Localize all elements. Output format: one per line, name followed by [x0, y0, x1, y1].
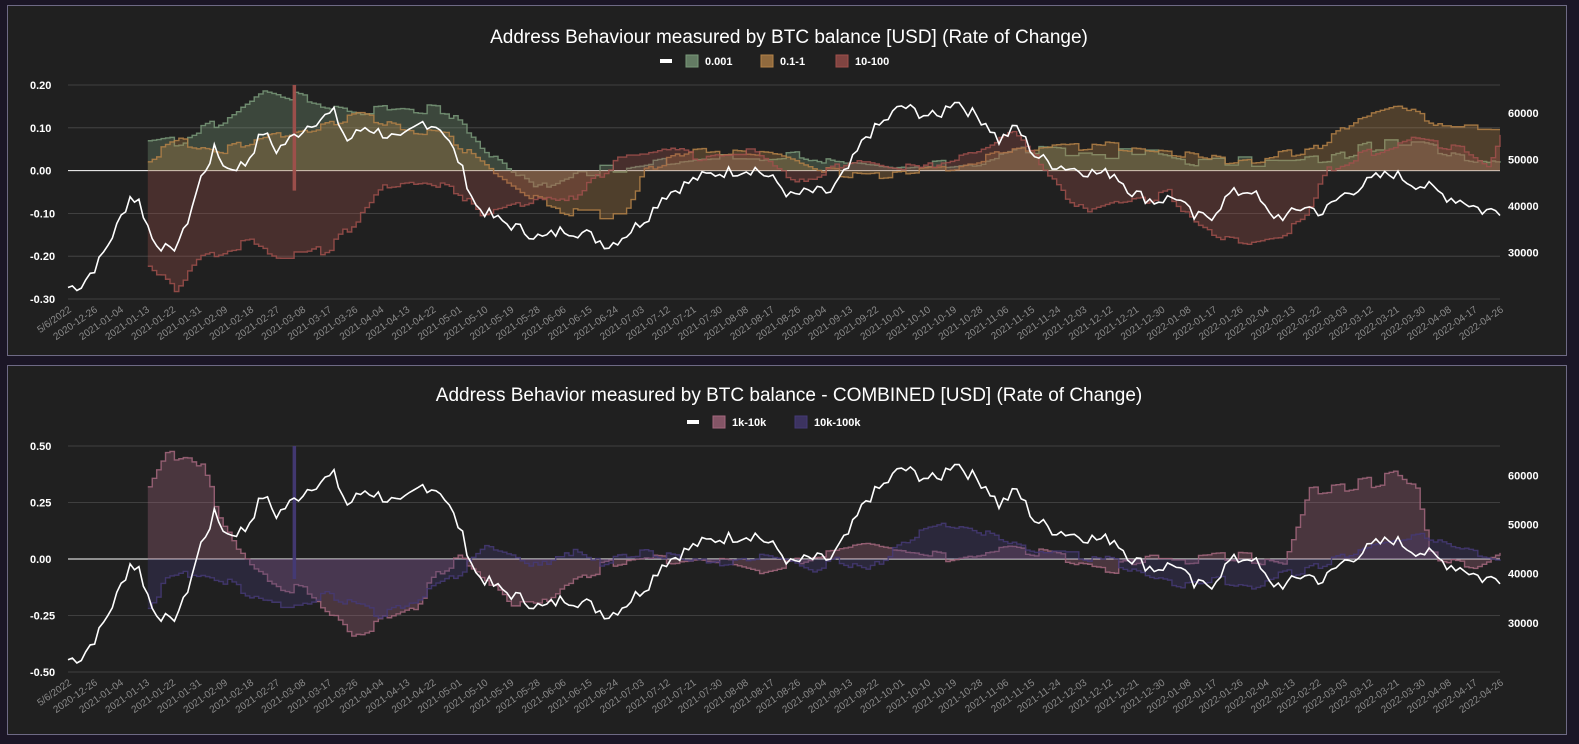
legend-item-price[interactable]	[687, 420, 699, 424]
price-line	[67, 101, 1501, 292]
legend-item-price[interactable]	[660, 59, 672, 63]
price-line	[67, 463, 1501, 665]
legend-label: 1k-10k	[732, 417, 767, 429]
y-tick-label: 0.00	[30, 554, 51, 566]
spike-bar	[292, 446, 297, 579]
legend-label: 10k-100k	[814, 417, 861, 429]
y-tick-label: -0.30	[30, 294, 55, 306]
chart-title: Address Behavior measured by BTC balance…	[436, 385, 1142, 406]
y2-tick-label: 60000	[1508, 470, 1539, 482]
spike-bar	[292, 85, 297, 191]
legend-swatch	[687, 420, 699, 424]
legend-item-10-100[interactable]: 10-100	[835, 54, 889, 68]
chart-panel-top: Address Behaviour measured by BTC balanc…	[7, 5, 1567, 356]
chart-title: Address Behaviour measured by BTC balanc…	[490, 27, 1088, 48]
legend-item-0.001[interactable]: 0.001	[685, 54, 733, 68]
legend-swatch	[794, 415, 808, 429]
y-tick-label: -0.10	[30, 208, 55, 220]
legend-swatch	[660, 59, 672, 63]
y-tick-label: -0.20	[30, 251, 55, 263]
series-area-0.001	[147, 90, 1500, 188]
y2-tick-label: 50000	[1508, 154, 1539, 166]
chart-bottom-svg: Address Behavior measured by BTC balance…	[30, 385, 1539, 716]
legend-item-10k-100k[interactable]: 10k-100k	[794, 415, 861, 429]
series-area-10k-100k	[147, 523, 1500, 619]
legend-item-1k-10k[interactable]: 1k-10k	[712, 415, 767, 429]
legend-label: 0.1-1	[780, 56, 805, 68]
y2-tick-label: 30000	[1508, 618, 1539, 630]
y-tick-label: -0.50	[30, 667, 55, 679]
y-tick-label: 0.20	[30, 80, 51, 92]
y2-tick-label: 30000	[1508, 247, 1539, 259]
series-line-10-100	[147, 130, 1501, 293]
y2-tick-label: 40000	[1508, 569, 1539, 581]
chart-panel-bottom: Address Behavior measured by BTC balance…	[7, 365, 1567, 735]
y-tick-label: 0.25	[30, 498, 51, 510]
legend-swatch	[835, 54, 849, 68]
y2-tick-label: 60000	[1508, 108, 1539, 120]
y-tick-label: 0.00	[30, 166, 51, 178]
y2-tick-label: 40000	[1508, 201, 1539, 213]
y-tick-label: 0.50	[30, 441, 51, 453]
legend-swatch	[712, 415, 726, 429]
chart-top-svg: Address Behaviour measured by BTC balanc…	[30, 27, 1539, 343]
legend-item-0.1-1[interactable]: 0.1-1	[760, 54, 805, 68]
legend-label: 10-100	[855, 56, 889, 68]
y2-tick-label: 50000	[1508, 520, 1539, 532]
series-line-10k-100k	[147, 522, 1501, 619]
legend[interactable]: 1k-10k 10k-100k	[687, 415, 861, 429]
legend-swatch	[685, 54, 699, 68]
legend-swatch	[760, 54, 774, 68]
legend[interactable]: 0.001 0.1-1 10-100	[660, 54, 889, 68]
series-area-1k-10k	[147, 451, 1500, 637]
legend-label: 0.001	[705, 56, 733, 68]
y-tick-label: 0.10	[30, 123, 51, 135]
y-tick-label: -0.25	[30, 611, 55, 623]
series-line-0.1-1	[147, 105, 1500, 220]
series-area-10-100	[147, 131, 1500, 292]
